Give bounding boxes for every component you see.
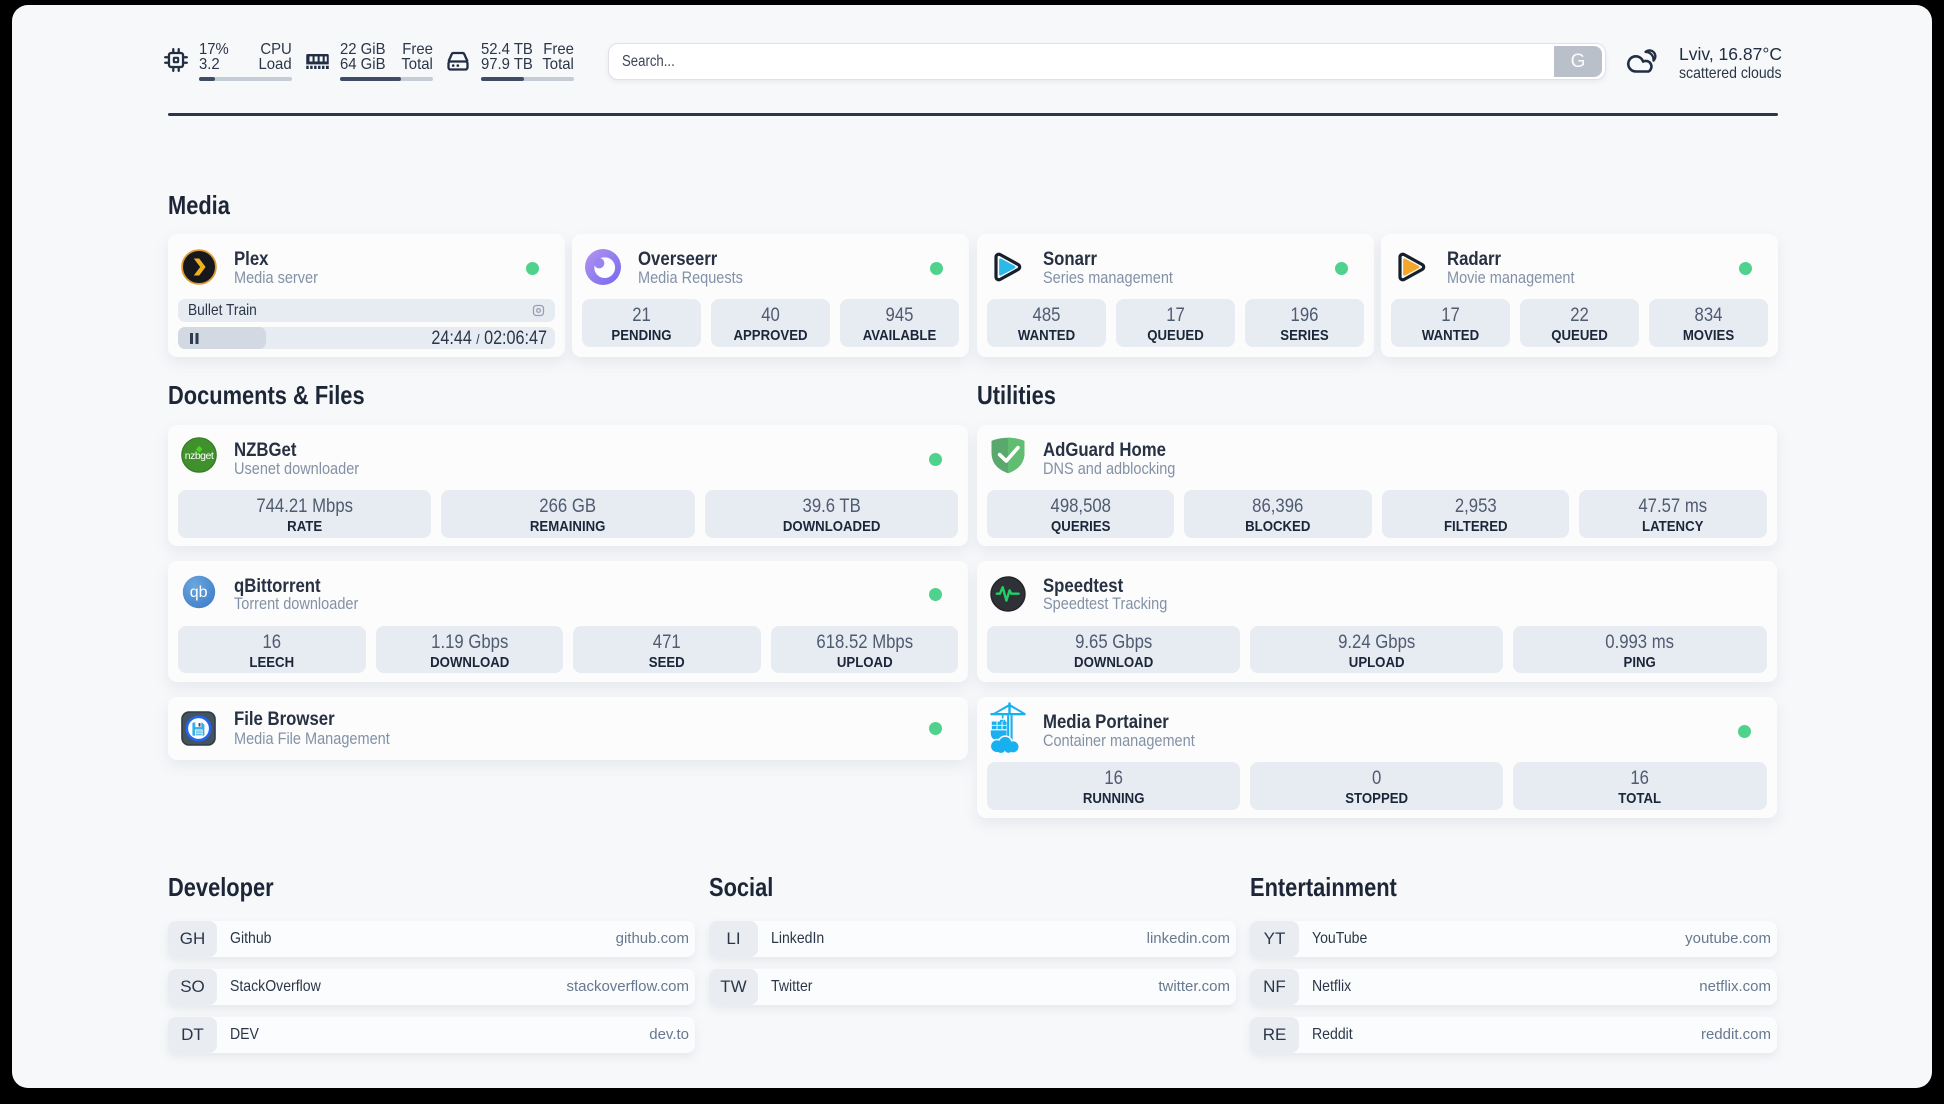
svg-text:nzbget: nzbget (185, 450, 214, 462)
svg-text:qb: qb (190, 584, 208, 601)
